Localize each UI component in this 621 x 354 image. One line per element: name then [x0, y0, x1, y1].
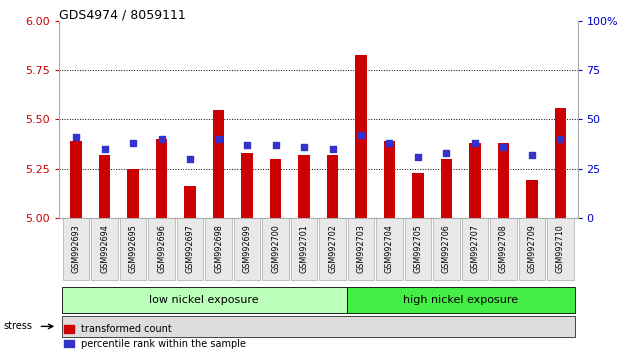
Bar: [441, 159, 452, 218]
Point: [384, 140, 394, 146]
Bar: [327, 155, 338, 218]
Bar: [469, 143, 481, 218]
Point: [555, 136, 565, 142]
Text: GSM992704: GSM992704: [385, 224, 394, 273]
Text: GDS4974 / 8059111: GDS4974 / 8059111: [59, 9, 186, 22]
Text: GSM992697: GSM992697: [186, 224, 194, 273]
Bar: [555, 108, 566, 218]
Bar: [298, 155, 310, 218]
Text: GSM992698: GSM992698: [214, 224, 223, 273]
Point: [470, 140, 480, 146]
Point: [214, 136, 224, 142]
Bar: [184, 186, 196, 218]
Point: [271, 142, 281, 148]
Text: GSM992708: GSM992708: [499, 224, 508, 273]
Bar: [412, 172, 424, 218]
Text: GSM992699: GSM992699: [243, 224, 252, 273]
Point: [185, 156, 195, 161]
Bar: [498, 143, 509, 218]
Text: GSM992707: GSM992707: [471, 224, 479, 273]
Point: [327, 146, 337, 152]
Point: [99, 146, 109, 152]
Bar: [355, 55, 366, 218]
Text: GSM992703: GSM992703: [356, 224, 366, 273]
Text: GSM992706: GSM992706: [442, 224, 451, 273]
Text: GSM992702: GSM992702: [328, 224, 337, 273]
Text: GSM992693: GSM992693: [71, 224, 81, 273]
Point: [499, 144, 509, 150]
Text: GSM992700: GSM992700: [271, 224, 280, 273]
Text: GSM992709: GSM992709: [527, 224, 537, 273]
Point: [442, 150, 451, 156]
Point: [128, 140, 138, 146]
Bar: [156, 139, 167, 218]
Point: [156, 136, 166, 142]
Point: [527, 152, 537, 158]
Text: GSM992710: GSM992710: [556, 224, 565, 273]
Point: [356, 132, 366, 138]
Point: [242, 142, 252, 148]
Bar: [213, 110, 224, 218]
Text: stress: stress: [3, 321, 32, 331]
Text: high nickel exposure: high nickel exposure: [403, 295, 519, 305]
Bar: [99, 155, 111, 218]
Legend: transformed count, percentile rank within the sample: transformed count, percentile rank withi…: [64, 324, 247, 349]
Text: GSM992694: GSM992694: [100, 224, 109, 273]
Point: [71, 134, 81, 140]
Bar: [384, 141, 395, 218]
Text: GSM992696: GSM992696: [157, 224, 166, 273]
Text: GSM992705: GSM992705: [414, 224, 422, 273]
Bar: [526, 181, 538, 218]
Bar: [70, 141, 82, 218]
Bar: [242, 153, 253, 218]
Point: [413, 154, 423, 160]
Text: GSM992695: GSM992695: [129, 224, 138, 273]
Point: [299, 144, 309, 150]
Text: GSM992701: GSM992701: [299, 224, 309, 273]
Bar: [270, 159, 281, 218]
Bar: [127, 169, 138, 218]
Text: low nickel exposure: low nickel exposure: [150, 295, 259, 305]
